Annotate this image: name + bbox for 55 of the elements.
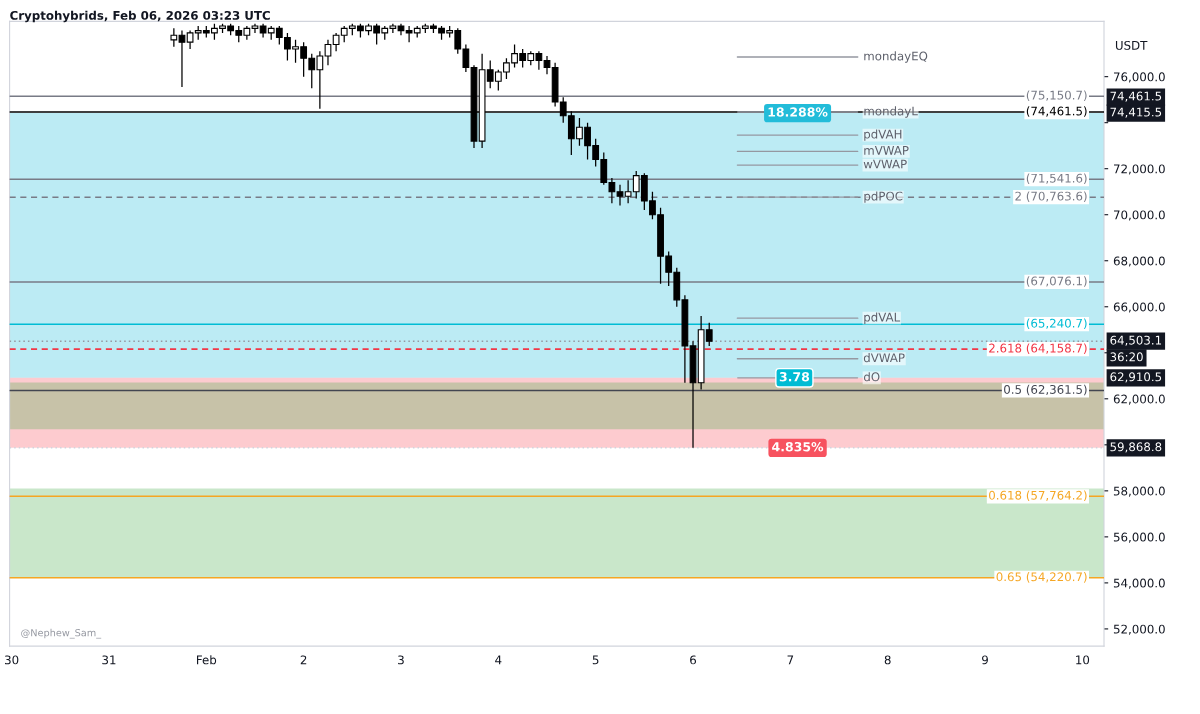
- y-tick-label: 54,000.0: [1113, 578, 1165, 589]
- x-tick-label: 8: [884, 655, 891, 665]
- ref-line-label: (65,240.7): [1026, 318, 1087, 330]
- annotation: dVWAP: [863, 353, 905, 363]
- text: 36:20: [1110, 352, 1143, 362]
- y-tick-label: 52,000.0: [1113, 624, 1165, 635]
- x-tick-label: 7: [787, 655, 794, 665]
- x-tick-label: 30: [5, 655, 19, 665]
- annotation: 62,910.5: [1110, 372, 1162, 383]
- candlestick: [543, 55, 551, 75]
- x-tick-label: 6: [690, 655, 697, 665]
- ref-line-label: 2 (70,763.6): [1015, 191, 1087, 202]
- y-tick-label: 58,000.0: [1113, 486, 1165, 497]
- text: USDT: [1115, 40, 1148, 50]
- x-tick-label: 10: [1076, 655, 1090, 665]
- annotation: 74,461.5: [1110, 91, 1162, 102]
- x-tick-label: 4: [495, 655, 502, 665]
- ref-line-label: (71,541.6): [1026, 173, 1087, 185]
- ref-line-label: (67,076.1): [1026, 276, 1087, 287]
- x-tick-label: 31: [102, 655, 116, 665]
- y-tick-label: 72,000.0: [1114, 164, 1165, 175]
- annotation: mondayEQ: [864, 51, 928, 63]
- ref-line-label: 0.5 (62,361.5): [1004, 384, 1087, 396]
- ref-line-label: 0.618 (57,764.2): [989, 490, 1087, 502]
- band-label: 4.835%: [772, 442, 824, 452]
- annotation: @Nephew_Sam_: [21, 628, 102, 639]
- annotation: mondayL: [864, 106, 918, 118]
- annotation: 59,868.8: [1110, 442, 1162, 453]
- x-tick-label: 5: [592, 655, 599, 665]
- candlestick: [616, 184, 624, 207]
- y-tick-label: 66,000.0: [1113, 302, 1165, 313]
- annotation: 64,503.1: [1110, 335, 1162, 346]
- annotation: pdVAL: [864, 312, 901, 324]
- annotation: 74,415.5: [1110, 107, 1162, 118]
- x-tick-label: 3: [398, 655, 404, 665]
- x-tick-label: 2: [300, 655, 307, 665]
- band-label: 18.288%: [768, 107, 828, 117]
- annotation: 3.78: [779, 372, 810, 382]
- annotation: pdPOC: [864, 191, 903, 203]
- chart-title: Cryptohybrids, Feb 06, 2026 03:23 UTC: [10, 10, 270, 23]
- ref-line-label: 0.65 (54,220.7): [996, 572, 1087, 583]
- ref-line-label: (75,150.7): [1026, 90, 1087, 101]
- ref-line-label: 2.618 (64,158.7): [989, 343, 1087, 354]
- annotation: dO: [864, 372, 880, 382]
- x-tick-label: 9: [982, 655, 988, 665]
- y-tick-label: 56,000.0: [1113, 532, 1165, 543]
- y-tick-label: 62,000.0: [1113, 394, 1165, 405]
- y-tick-label: 70,000.0: [1114, 210, 1165, 221]
- annotation: pdVAH: [864, 129, 902, 141]
- y-tick-label: 68,000.0: [1113, 256, 1165, 267]
- annotation: mVWAP: [864, 146, 909, 155]
- annotation: wVWAP: [863, 159, 907, 169]
- ref-line-label: (74,461.5): [1026, 106, 1087, 117]
- x-tick-label: Feb: [197, 655, 217, 665]
- y-tick-label: 76,000.0: [1114, 72, 1165, 83]
